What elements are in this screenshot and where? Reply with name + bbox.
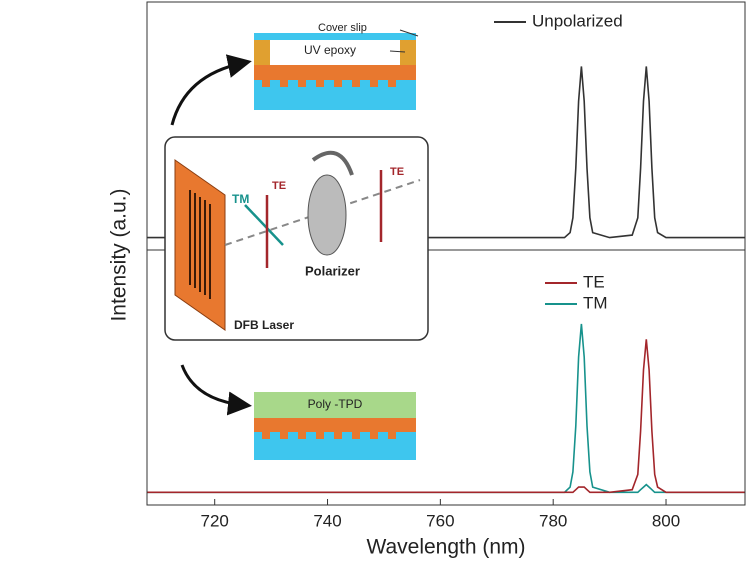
arrow [170, 54, 252, 126]
te-label: TE [390, 166, 404, 178]
x-tick-label: 740 [313, 511, 341, 530]
x-tick-label: 760 [426, 511, 454, 530]
cover-label: Cover slip [318, 22, 367, 34]
panel-frame [146, 1, 746, 251]
data-line [147, 66, 745, 239]
x-tick-label: 800 [652, 511, 680, 530]
setup-diagram: TM TE TE Polarizer DFB Laser [164, 136, 429, 341]
bare-schematic: Poly -TPD [254, 392, 416, 460]
legend-label: TM [583, 293, 608, 312]
x-axis-label: Wavelength (nm) [366, 536, 525, 559]
data-line [147, 323, 745, 494]
tm-label: TM [232, 192, 249, 206]
x-tick-label: 780 [539, 511, 567, 530]
te-label: TE [272, 180, 286, 192]
data-line [147, 339, 745, 494]
laser-label: DFB Laser [234, 318, 294, 332]
legend-label: Unpolarized [532, 11, 623, 30]
arrow [180, 364, 252, 416]
x-tick-label: 720 [201, 511, 229, 530]
encapsulated-schematic: Cover slip UV epoxy [254, 22, 419, 110]
layer-label: Poly -TPD [308, 397, 363, 411]
polarizer-label: Polarizer [305, 263, 360, 278]
y-axis-label: Intensity (a.u.) [108, 188, 131, 321]
epoxy-label: UV epoxy [304, 43, 356, 57]
legend-label: TE [583, 272, 605, 291]
